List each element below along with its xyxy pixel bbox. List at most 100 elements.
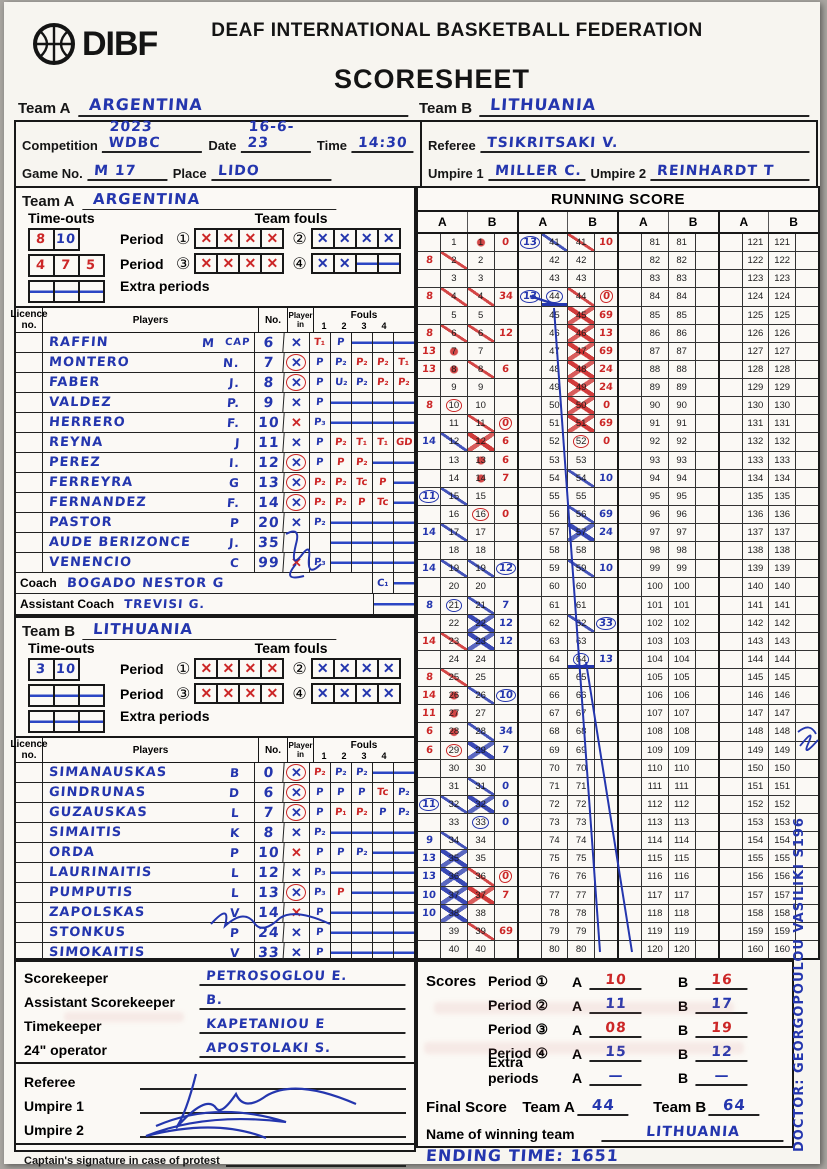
rs-b-player-cell xyxy=(796,633,818,650)
licence-cell xyxy=(16,783,43,802)
rs-b-number-cell: 147 xyxy=(769,705,796,723)
rs-a-number-cell: 19 xyxy=(441,560,468,578)
rs-row: 132 132 xyxy=(719,433,818,452)
rs-row: 85 85 xyxy=(619,306,718,325)
player-in-cell: ✕ xyxy=(284,513,310,532)
scoresheet-paper: DIBF DEAF INTERNATIONAL BASKETBALL FEDER… xyxy=(4,2,820,1167)
rs-a-player-cell xyxy=(619,886,642,904)
licence-cell xyxy=(16,763,43,782)
rs-a-number-cell: 33 xyxy=(441,814,468,832)
rs-b-player-cell xyxy=(696,524,718,541)
rs-a-player-cell xyxy=(418,650,441,668)
player-foul-cell: P₂ xyxy=(397,807,411,818)
rs-col-a-label: A xyxy=(720,212,770,232)
rs-a-player-cell xyxy=(619,306,642,324)
team-a-section: Team A ARGENTINA Time-outs Team fouls 8 10 4 7… xyxy=(10,188,414,616)
rs-group: 81 81 82 82 83 83 84 84 85 85 86 86 87 87 88 88 89 89 90 90… xyxy=(619,234,720,958)
period-score-b: — xyxy=(695,1068,749,1086)
rs-a-number-cell: 130 xyxy=(743,397,770,415)
rs-b-player-cell xyxy=(696,325,718,342)
rs-row: 45 45 69 xyxy=(518,306,617,325)
rs-a-number-cell: 48 xyxy=(542,360,569,378)
rs-a-number-cell: 95 xyxy=(642,487,669,505)
winning-team-label: Name of winning team xyxy=(426,1126,575,1142)
rs-a-player-cell xyxy=(418,922,441,940)
player-row: PUMPUTIS L 13 ✕ P₃ P xyxy=(16,883,414,903)
rs-b-number-cell: 90 xyxy=(669,397,696,415)
rs-b-player-cell xyxy=(796,470,818,487)
rs-a-number-cell: 111 xyxy=(642,777,669,795)
rs-b-number-cell: 113 xyxy=(669,814,696,832)
player-foul-cell xyxy=(394,473,414,492)
rs-row: 30 30 xyxy=(418,759,517,778)
rs-a-number-cell: 77 xyxy=(542,886,569,904)
date-label: Date xyxy=(208,138,237,153)
rs-a-player-cell xyxy=(619,288,642,306)
rs-a-number-cell: 39 xyxy=(441,922,468,940)
team-foul-cell: ✕ xyxy=(332,253,357,274)
timeout-cell: 10 xyxy=(53,228,80,251)
rs-a-number-cell: 45 xyxy=(542,306,569,324)
team-foul-cell: ✕ xyxy=(260,228,285,249)
rs-a-number-cell: 110 xyxy=(642,759,669,777)
rs-a-player-cell xyxy=(418,306,441,324)
team-foul-boxes: ✕ ✕ ✕ ✕ xyxy=(194,228,285,249)
captain-signature-line xyxy=(225,1151,406,1167)
rs-a-number-cell: 109 xyxy=(642,741,669,759)
rs-a-player-cell xyxy=(619,252,642,270)
rs-a-player-cell xyxy=(619,759,642,777)
rs-a-number-cell: 26 xyxy=(441,687,468,705)
rs-a-number-cell: 112 xyxy=(642,795,669,813)
team-name-value: LITHUANIA xyxy=(82,620,338,640)
player-foul-cell: T₁ xyxy=(352,433,373,452)
rs-b-number-cell: 109 xyxy=(669,741,696,759)
rs-row: 33 33 0 xyxy=(418,814,517,833)
rs-col-b-label: B xyxy=(588,215,597,229)
rs-a-number-cell: 57 xyxy=(542,524,569,542)
rs-b-number-cell: 153 xyxy=(769,814,796,832)
rs-b-number-cell: 75 xyxy=(568,850,595,868)
rs-a-player-cell xyxy=(720,578,743,596)
player-foul-cell: P₂ xyxy=(331,763,352,782)
rs-a-number-cell: 34 xyxy=(441,832,468,850)
rs-a-number-cell: 141 xyxy=(743,596,770,614)
teams-panel: Team A ARGENTINA Time-outs Team fouls 8 10 4 7… xyxy=(10,186,416,1046)
team-a-name: ARGENTINA xyxy=(77,95,410,117)
rs-a-player-cell xyxy=(619,234,642,252)
rs-row: 13 8 8 6 xyxy=(418,360,517,379)
rs-a-number-cell: 72 xyxy=(542,795,569,813)
assistant-scorekeeper-label: Assistant Scorekeeper xyxy=(24,994,175,1010)
rs-b-number-cell: 102 xyxy=(669,614,696,632)
rs-b-player-cell xyxy=(696,597,718,614)
player-foul-cell: P xyxy=(310,433,331,452)
rs-b-player-cell xyxy=(696,343,718,360)
rs-row: 117 117 xyxy=(619,886,718,905)
rs-a-player-cell xyxy=(619,705,642,723)
team-foul-cell: ✕ xyxy=(194,658,219,679)
rs-row: 145 145 xyxy=(719,669,818,688)
rs-b-player-cell: 34 xyxy=(498,726,513,738)
rs-row: 65 65 xyxy=(518,669,617,688)
player-foul-cell xyxy=(394,843,414,862)
umpire1-sig-label: Umpire 1 xyxy=(24,1098,84,1114)
rs-b-player-cell: 7 xyxy=(501,599,510,611)
period-score-b: 19 xyxy=(695,1020,749,1038)
rs-a-player-cell xyxy=(519,433,542,451)
rs-row: 61 61 xyxy=(518,596,617,615)
rs-b-number-cell: 17 xyxy=(468,524,495,542)
rs-a-player-cell xyxy=(519,542,542,560)
rs-b-number-cell: 95 xyxy=(669,487,696,505)
rs-b-number-cell: 21 xyxy=(467,596,495,614)
rs-b-player-cell xyxy=(495,270,517,287)
player-number-cell: 8 xyxy=(254,823,285,842)
rs-a-number-cell: 139 xyxy=(743,560,770,578)
player-name-cell: FERNANDEZ F. xyxy=(43,493,255,512)
rs-a-player-cell xyxy=(720,832,743,850)
rs-b-number-cell: 139 xyxy=(769,560,796,578)
player-name-cell: SIMAITIS K xyxy=(43,823,255,842)
rs-b-player-cell xyxy=(696,633,718,650)
rs-b-number-cell: 121 xyxy=(769,234,796,252)
team-foul-cell: ✕ xyxy=(332,683,357,704)
rs-a-player-cell xyxy=(519,832,542,850)
player-foul-cell xyxy=(352,883,373,902)
